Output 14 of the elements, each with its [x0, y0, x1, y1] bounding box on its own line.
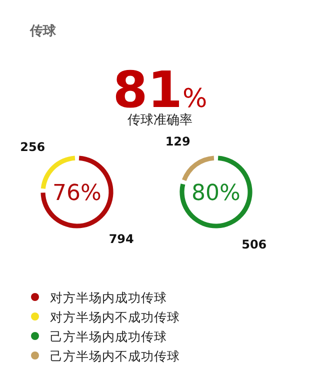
text: 传球	[29, 23, 57, 39]
text: 76%	[52, 181, 102, 206]
legend-label: 对方半场内成功传球	[50, 290, 167, 305]
data-label: 256	[20, 140, 46, 154]
legend-label: 对方半场内不成功传球	[50, 310, 180, 324]
donut-slice	[180, 156, 252, 228]
data-label: 794	[108, 232, 134, 246]
data-label: 129	[165, 134, 190, 149]
legend-label: 己方半场内成功传球	[50, 329, 167, 344]
donut-slice	[40, 156, 114, 228]
legend-label: 己方半场内不成功传球	[50, 348, 180, 364]
data-label: 506	[242, 237, 267, 252]
donut-slice	[182, 156, 214, 181]
text: 80%	[192, 181, 240, 206]
